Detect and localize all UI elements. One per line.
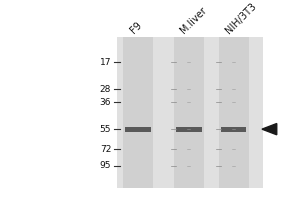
Bar: [176, 127, 201, 131]
Bar: [177, 127, 201, 131]
Bar: [222, 127, 245, 131]
Bar: [117, 37, 263, 188]
Bar: [127, 128, 149, 131]
Bar: [178, 128, 200, 131]
Text: 36: 36: [100, 98, 111, 107]
Text: F9: F9: [128, 20, 143, 36]
Bar: [123, 37, 153, 188]
Text: M.liver: M.liver: [179, 5, 209, 36]
Text: 17: 17: [100, 58, 111, 67]
Bar: [127, 128, 149, 131]
Bar: [126, 127, 150, 131]
Text: 72: 72: [100, 145, 111, 154]
Bar: [126, 127, 150, 131]
Bar: [126, 127, 150, 131]
Bar: [127, 128, 149, 131]
Bar: [125, 127, 151, 132]
Bar: [221, 127, 246, 131]
Bar: [223, 128, 245, 131]
Bar: [221, 127, 246, 132]
Bar: [219, 37, 248, 188]
Bar: [222, 127, 246, 131]
Bar: [221, 127, 246, 131]
Bar: [178, 128, 200, 131]
Bar: [125, 127, 151, 132]
Bar: [126, 127, 150, 131]
Bar: [177, 127, 201, 131]
Bar: [177, 127, 201, 131]
Bar: [178, 128, 200, 131]
Text: 95: 95: [100, 161, 111, 170]
Bar: [223, 128, 244, 131]
Bar: [127, 127, 150, 131]
Polygon shape: [262, 124, 277, 135]
Bar: [176, 127, 201, 132]
Bar: [177, 127, 201, 131]
Text: NIH/3T3: NIH/3T3: [224, 1, 258, 36]
Bar: [222, 127, 245, 131]
Bar: [222, 127, 245, 131]
Bar: [174, 37, 204, 188]
Bar: [222, 127, 245, 131]
Bar: [177, 127, 200, 131]
Bar: [126, 127, 150, 131]
Bar: [127, 127, 149, 131]
Bar: [221, 127, 246, 132]
Bar: [176, 127, 202, 132]
Bar: [222, 128, 245, 131]
Text: 28: 28: [100, 85, 111, 94]
Bar: [177, 127, 200, 131]
Text: 55: 55: [100, 125, 111, 134]
